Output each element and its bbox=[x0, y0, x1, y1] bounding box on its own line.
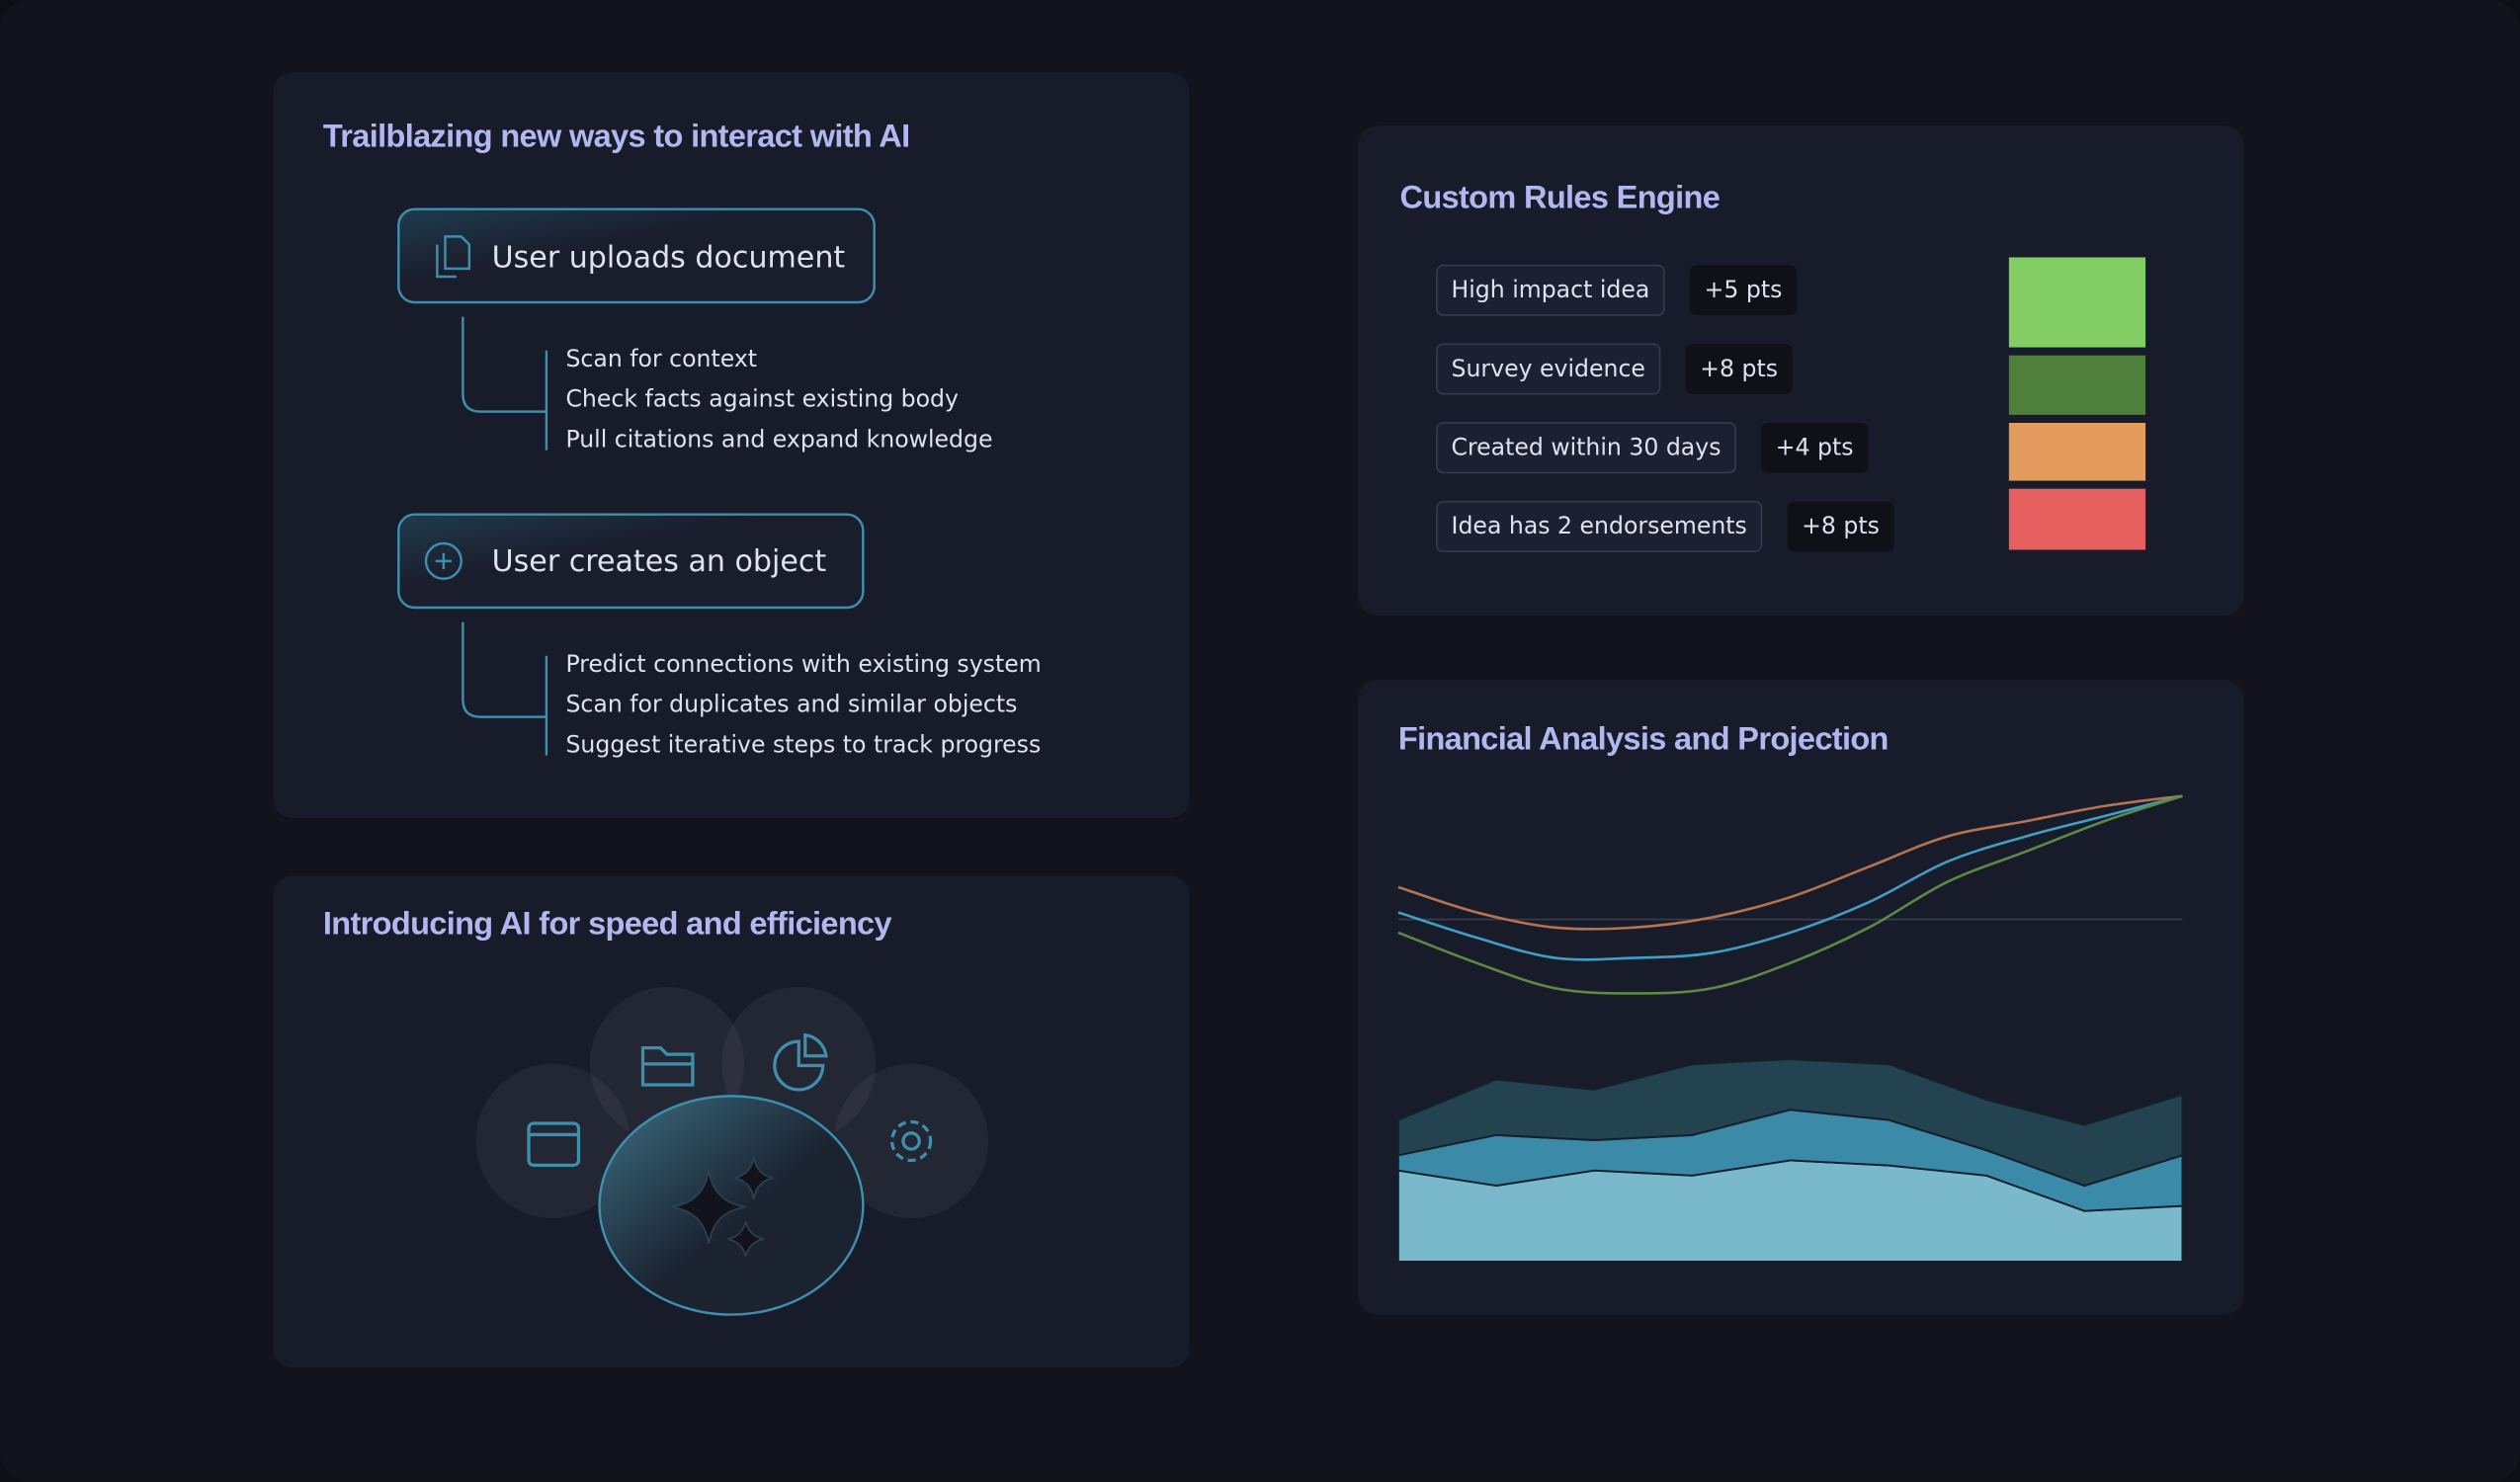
flow-step: Scan for duplicates and similar objects bbox=[565, 691, 1017, 718]
rules-list: High impact idea +5 pts Survey evidence +8 … bbox=[1436, 257, 2146, 552]
line bbox=[1397, 794, 2183, 961]
ai-illustration bbox=[475, 986, 989, 1316]
flow-step: Scan for context bbox=[565, 345, 757, 372]
points-label: +5 pts bbox=[1705, 276, 1783, 303]
connector bbox=[462, 316, 548, 451]
rule-tag bbox=[1436, 500, 1763, 552]
flow-box bbox=[397, 513, 865, 610]
points-tag bbox=[1787, 501, 1894, 552]
card-title: Introducing AI for speed and efficiency bbox=[323, 906, 892, 942]
rule-tag bbox=[1436, 264, 1665, 316]
flow-step: Predict connections with existing system bbox=[565, 650, 1041, 678]
rule-label: Survey evidence bbox=[1452, 355, 1645, 382]
rule-tag bbox=[1436, 422, 1736, 474]
document-icon bbox=[436, 235, 471, 279]
color-swatch bbox=[2008, 257, 2146, 348]
line bbox=[1397, 794, 2183, 995]
financial-chart bbox=[1396, 794, 2184, 1263]
points-label: +8 pts bbox=[1700, 355, 1778, 382]
flow-label: User creates an object bbox=[492, 544, 827, 579]
points-tag bbox=[1685, 344, 1793, 394]
flow-step: Check facts against existing body bbox=[565, 385, 959, 413]
flow-label: User uploads document bbox=[492, 241, 846, 276]
card-title: Trailblazing new ways to interact with A… bbox=[323, 119, 910, 154]
card-title: Financial Analysis and Projection bbox=[1398, 721, 1889, 757]
points-label: +8 pts bbox=[1802, 512, 1880, 539]
plus-icon bbox=[424, 541, 462, 580]
line bbox=[1397, 794, 2183, 931]
flow-step: Suggest iterative steps to track progres… bbox=[565, 730, 1041, 758]
points-tag bbox=[1761, 422, 1869, 473]
rule-label: High impact idea bbox=[1452, 276, 1650, 303]
color-swatch bbox=[2008, 488, 2146, 550]
points-label: +4 pts bbox=[1776, 434, 1854, 461]
flow-box bbox=[397, 207, 876, 304]
card-title: Custom Rules Engine bbox=[1399, 180, 1720, 215]
flow-2: User creates an object bbox=[397, 513, 865, 756]
flow-1: User uploads document bbox=[397, 207, 876, 451]
rule-tag bbox=[1436, 343, 1661, 395]
rule-label: Idea has 2 endorsements bbox=[1452, 512, 1747, 539]
connector bbox=[462, 621, 548, 756]
rule-label: Created within 30 days bbox=[1452, 434, 1722, 461]
color-swatch bbox=[2008, 422, 2146, 481]
area bbox=[1396, 1058, 2184, 1188]
flow-step: Pull citations and expand knowledge bbox=[565, 425, 992, 453]
points-tag bbox=[1689, 265, 1798, 316]
color-swatch bbox=[2008, 355, 2146, 415]
